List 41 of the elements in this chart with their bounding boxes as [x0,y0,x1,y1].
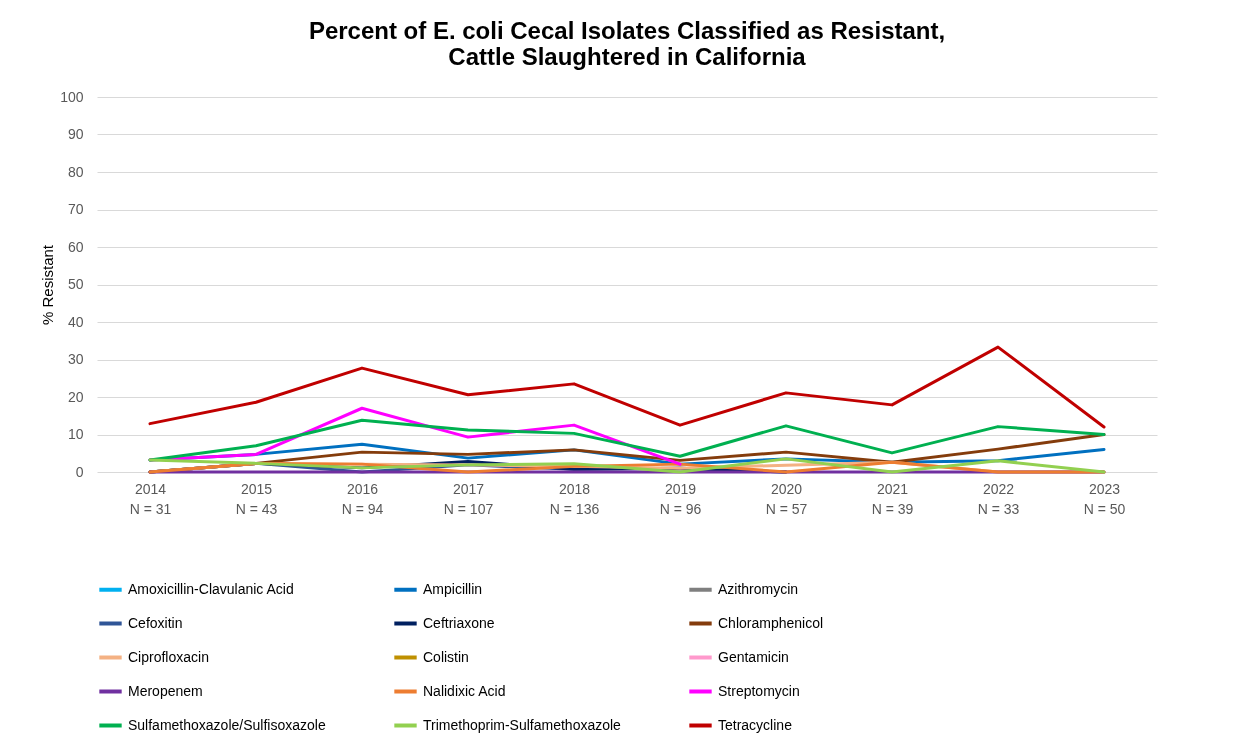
legend-label: Trimethoprim-Sulfamethoxazole [423,716,622,733]
y-tick-label: 20 [67,388,84,405]
x-tick-label: 2023 N = 50 [1083,480,1126,517]
line-series [148,418,1106,462]
y-tick-label: 70 [67,201,84,217]
y-tick-label: 40 [67,313,84,330]
x-tick-label: 2018 N = 136 [549,480,600,517]
legend-label: Sulfamethoxazole/Sulfisoxazole [128,716,326,733]
y-tick-label: 0 [75,463,84,480]
legend-label: Meropenem [128,682,203,699]
legend-label: Azithromycin [718,580,799,597]
y-axis-title: % Resistant [39,244,57,326]
legend-label: Ciprofloxacin [128,648,209,665]
legend-label: Ampicillin [423,580,483,597]
y-tick-label: 90 [67,126,84,142]
y-tick-label: 50 [67,276,84,292]
line-series [148,345,1106,429]
y-tick-label: 100 [60,88,84,105]
y-tick-label: 10 [67,426,84,442]
legend-label: Amoxicillin-Clavulanic Acid [128,580,294,597]
y-tick-label: 60 [67,238,84,255]
text: Percent of E. coli Cecal Isolates Classified as Resistant, [308,17,946,44]
y-tick-label: 80 [67,163,84,180]
legend-label: Tetracycline [718,716,793,733]
x-tick-label: 2020 N = 57 [765,480,808,517]
y-tick-label: 30 [67,351,84,367]
x-tick-label: 2021 N = 39 [871,480,914,517]
x-tick-label: 2017 N = 107 [443,480,494,517]
legend-label: Nalidixic Acid [423,682,506,699]
text: Cattle Slaughtered in California [448,43,806,70]
legend-label: Gentamicin [718,648,789,665]
legend-label: Cefoxitin [128,614,183,631]
x-tick-label: 2015 N = 43 [235,480,278,517]
x-tick-label: 2022 N = 33 [977,480,1020,517]
x-tick-label: 2014 N = 31 [129,480,172,517]
x-tick-label: 2016 N = 94 [341,480,384,517]
legend-label: Chloramphenicol [718,614,824,631]
x-tick-label: 2019 N = 96 [659,480,702,517]
legend-label: Colistin [423,648,469,665]
legend-label: Ceftriaxone [423,614,495,631]
legend-label: Streptomycin [718,682,800,699]
